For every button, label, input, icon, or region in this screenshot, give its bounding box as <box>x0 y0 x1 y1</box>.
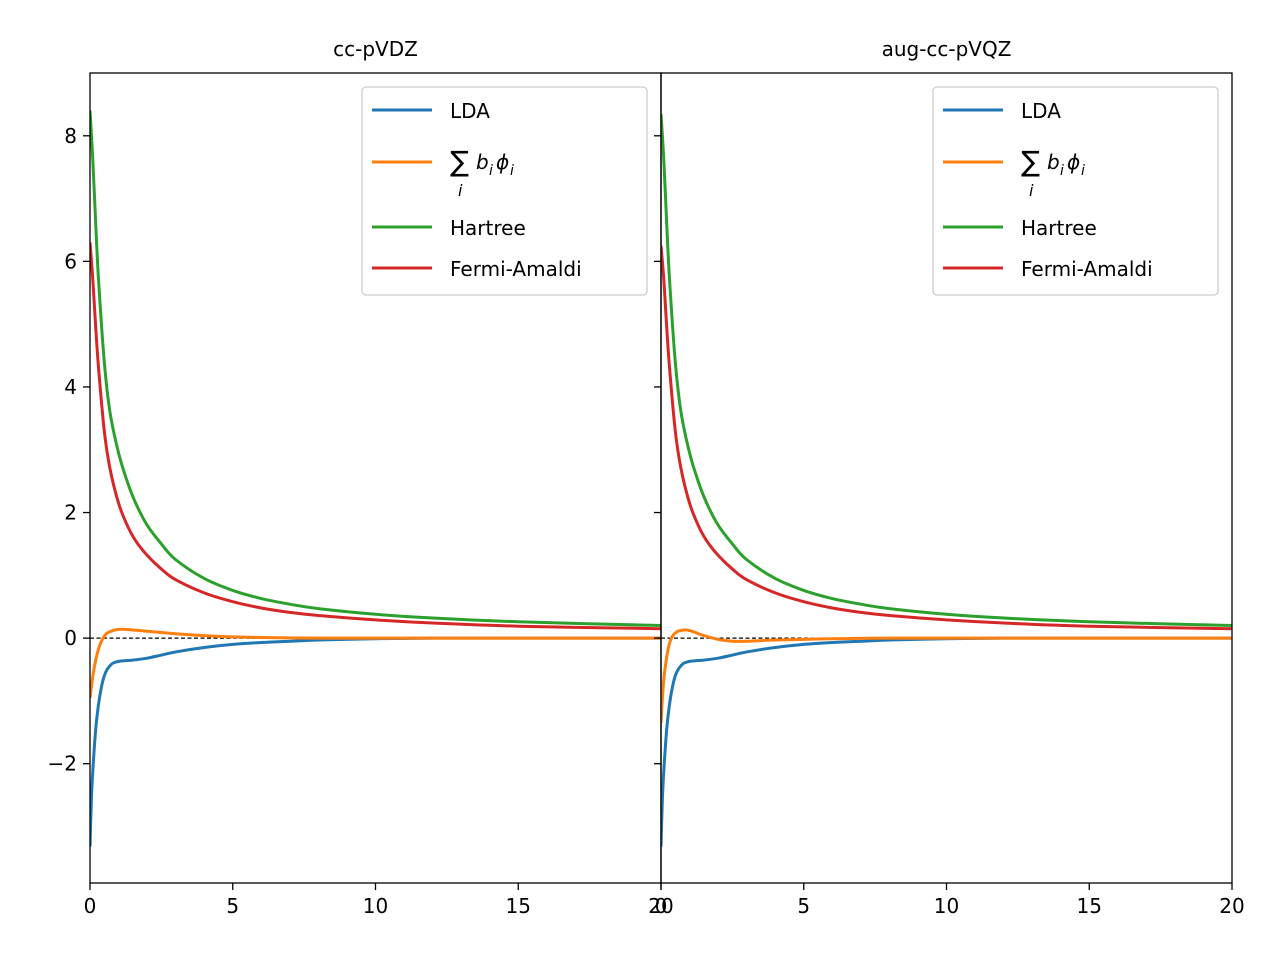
series-line-2 <box>661 628 1232 723</box>
legend-math-label: ∑ib i ϕ i <box>1021 145 1085 200</box>
y-tick-label: 0 <box>64 626 77 650</box>
x-tick-label: 5 <box>797 894 810 918</box>
subscript-i: i <box>489 163 493 179</box>
sum-symbol: ∑ <box>450 145 469 178</box>
legend-label: ∑_i b_i ϕ_i <box>1021 145 1159 178</box>
subscript-i: i <box>1081 163 1085 179</box>
series-line-4 <box>661 245 1232 631</box>
y-tick-label: −2 <box>48 752 77 776</box>
x-tick-label: 10 <box>363 894 388 918</box>
b-symbol: b <box>1047 150 1060 174</box>
subscript-i: i <box>1029 181 1034 200</box>
x-tick-label: 15 <box>506 894 531 918</box>
legend-label: Fermi-Amaldi <box>450 257 582 281</box>
series-group <box>90 110 661 847</box>
series-line-3 <box>90 110 661 628</box>
subscript-i: i <box>510 163 514 179</box>
panel-title: aug-cc-pVQZ <box>882 37 1012 61</box>
x-tick-label: 20 <box>1219 894 1244 918</box>
series-line-2 <box>90 627 661 698</box>
phi-symbol: ϕ <box>496 150 509 174</box>
x-tick-label: 0 <box>84 894 97 918</box>
y-tick-label: 2 <box>64 501 77 525</box>
legend-label: LDA <box>450 99 490 123</box>
legend-box <box>361 86 648 296</box>
x-tick-label: 5 <box>226 894 239 918</box>
x-tick-label: 10 <box>934 894 959 918</box>
legend-label: ∑_i b_i ϕ_i <box>450 145 588 178</box>
subscript-i: i <box>458 181 463 200</box>
legend-label: LDA <box>1021 99 1061 123</box>
series-group <box>661 113 1232 847</box>
legend-math-label: ∑ib i ϕ i <box>450 145 514 200</box>
x-tick-label: 15 <box>1077 894 1102 918</box>
x-tick-label: 20 <box>648 894 673 918</box>
legend-box <box>932 86 1219 296</box>
series-line-4 <box>90 242 661 631</box>
subscript-i: i <box>1060 163 1064 179</box>
legend-label: Fermi-Amaldi <box>1021 257 1153 281</box>
sum-symbol: ∑ <box>1021 145 1040 178</box>
x-tick-label: 0 <box>655 894 668 918</box>
y-tick-label: 6 <box>64 249 77 273</box>
series-line-3 <box>661 113 1232 628</box>
phi-symbol: ϕ <box>1067 150 1080 174</box>
b-symbol: b <box>476 150 489 174</box>
panel-title: cc-pVDZ <box>333 37 418 61</box>
y-tick-label: 8 <box>64 124 77 148</box>
legend-label: Hartree <box>1021 216 1097 240</box>
y-tick-label: 4 <box>64 375 77 399</box>
legend-label: Hartree <box>450 216 526 240</box>
